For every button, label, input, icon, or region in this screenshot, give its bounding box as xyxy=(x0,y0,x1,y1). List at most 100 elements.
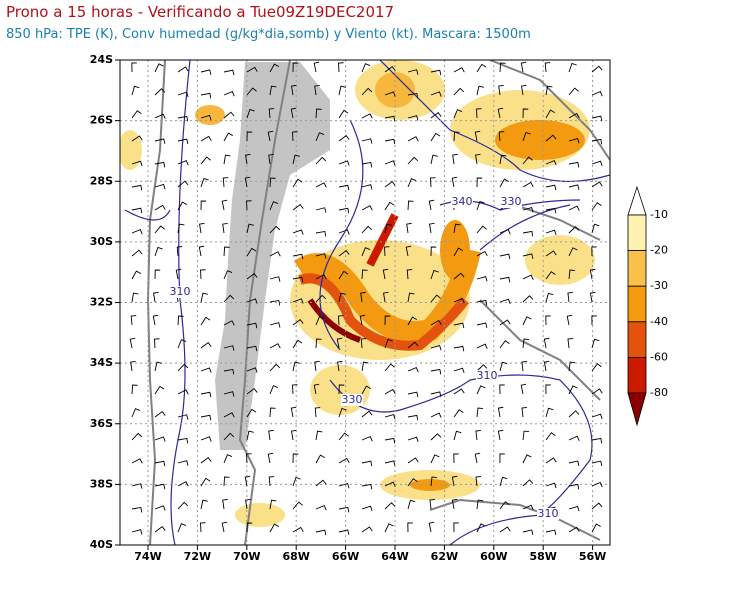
wind-barb xyxy=(269,407,276,418)
wind-barb xyxy=(498,84,504,96)
wind-barb xyxy=(200,456,212,464)
wind-barb xyxy=(568,460,580,466)
wind-barb xyxy=(453,453,459,464)
wind-barb xyxy=(269,63,279,73)
wind-barb xyxy=(200,69,212,75)
wind-barb xyxy=(338,482,350,489)
wind-barb xyxy=(568,87,579,96)
wind-barb xyxy=(407,115,419,121)
wind-barb xyxy=(153,291,159,303)
wind-barb xyxy=(591,223,600,234)
wind-barb xyxy=(428,521,435,533)
wind-barb xyxy=(269,299,281,306)
wind-barb xyxy=(292,501,303,510)
wind-barb xyxy=(406,269,413,280)
wind-barb xyxy=(337,360,343,372)
wind-barb xyxy=(154,63,164,73)
wind-barb xyxy=(154,138,166,144)
wind-barb xyxy=(200,391,212,398)
wind-barb xyxy=(315,294,327,303)
wind-barb xyxy=(407,92,419,99)
wind-barb xyxy=(499,340,510,349)
title: Prono a 15 horas - Verificando a Tue09Z1… xyxy=(6,3,395,21)
wind-barbs xyxy=(129,61,603,536)
wind-barb xyxy=(315,430,323,441)
wind-barb xyxy=(361,138,373,144)
wind-barb xyxy=(338,292,346,303)
wind-barb xyxy=(177,414,189,420)
wind-barb xyxy=(315,454,325,464)
wind-barb xyxy=(591,138,603,145)
wind-barb xyxy=(291,84,297,96)
lon-label: 68W xyxy=(282,550,309,563)
wind-barb xyxy=(338,407,347,418)
wind-barb xyxy=(384,65,396,73)
wind-barb xyxy=(200,367,212,373)
contour-label: 310 xyxy=(538,507,559,520)
wind-barb xyxy=(407,136,419,142)
colorbar-label: -40 xyxy=(650,315,668,328)
wind-barb xyxy=(430,454,440,464)
wind-barb xyxy=(246,522,253,533)
wind-barb xyxy=(361,87,373,96)
wind-barb xyxy=(384,138,396,145)
wind-barb xyxy=(246,247,257,257)
wind-barb xyxy=(177,180,189,188)
wind-barb xyxy=(522,274,534,280)
wind-barb xyxy=(361,483,373,490)
wind-barb xyxy=(453,223,461,234)
colorbar xyxy=(627,185,647,427)
wind-barb xyxy=(313,383,320,395)
wind-barb xyxy=(200,92,212,99)
wind-barb xyxy=(568,269,576,280)
wind-barb xyxy=(545,184,557,191)
lon-label: 60W xyxy=(480,550,507,563)
wind-barb xyxy=(429,499,435,510)
wind-barb xyxy=(589,268,596,280)
wind-barb xyxy=(591,246,597,257)
wind-barb xyxy=(476,108,482,119)
wind-barb xyxy=(223,368,235,375)
wind-barb xyxy=(407,457,419,464)
wind-barb xyxy=(361,161,373,168)
wind-barb xyxy=(360,338,367,349)
wind-barb xyxy=(384,160,396,166)
wind-barb xyxy=(568,112,580,119)
wind-barb xyxy=(382,268,389,280)
graticule xyxy=(120,60,610,545)
wind-barb xyxy=(315,207,327,213)
wind-barb xyxy=(315,132,325,142)
wind-barb xyxy=(245,153,251,165)
wind-barb xyxy=(131,228,143,235)
wind-barb xyxy=(292,318,304,326)
wind-barb xyxy=(384,91,396,97)
wind-barb xyxy=(476,63,487,73)
wind-barb xyxy=(591,481,603,488)
wind-barb xyxy=(407,156,419,165)
wind-barb xyxy=(520,61,527,73)
wind-barb xyxy=(223,391,235,397)
wind-barb xyxy=(315,253,327,259)
wind-barb xyxy=(175,268,182,280)
wind-barb xyxy=(246,66,258,73)
wind-barb xyxy=(522,108,529,119)
lat-label: 34S xyxy=(90,356,113,369)
wind-barb xyxy=(131,270,141,280)
wind-barb xyxy=(154,338,160,349)
wind-barb xyxy=(200,316,211,326)
wind-barb xyxy=(338,457,350,464)
wind-barb xyxy=(499,276,511,283)
wind-barb xyxy=(407,292,415,303)
contour-label-bg xyxy=(451,196,473,208)
wind-barb xyxy=(476,499,484,510)
wind-barb xyxy=(176,246,183,257)
wind-barb xyxy=(154,505,166,511)
wind-barb xyxy=(591,315,597,326)
wind-barb xyxy=(474,452,481,464)
wind-barb xyxy=(591,65,603,73)
wind-barb xyxy=(154,113,166,119)
wind-barb xyxy=(453,67,465,73)
map-field xyxy=(120,60,610,545)
wind-barb xyxy=(430,412,442,418)
wind-barb xyxy=(407,178,417,188)
